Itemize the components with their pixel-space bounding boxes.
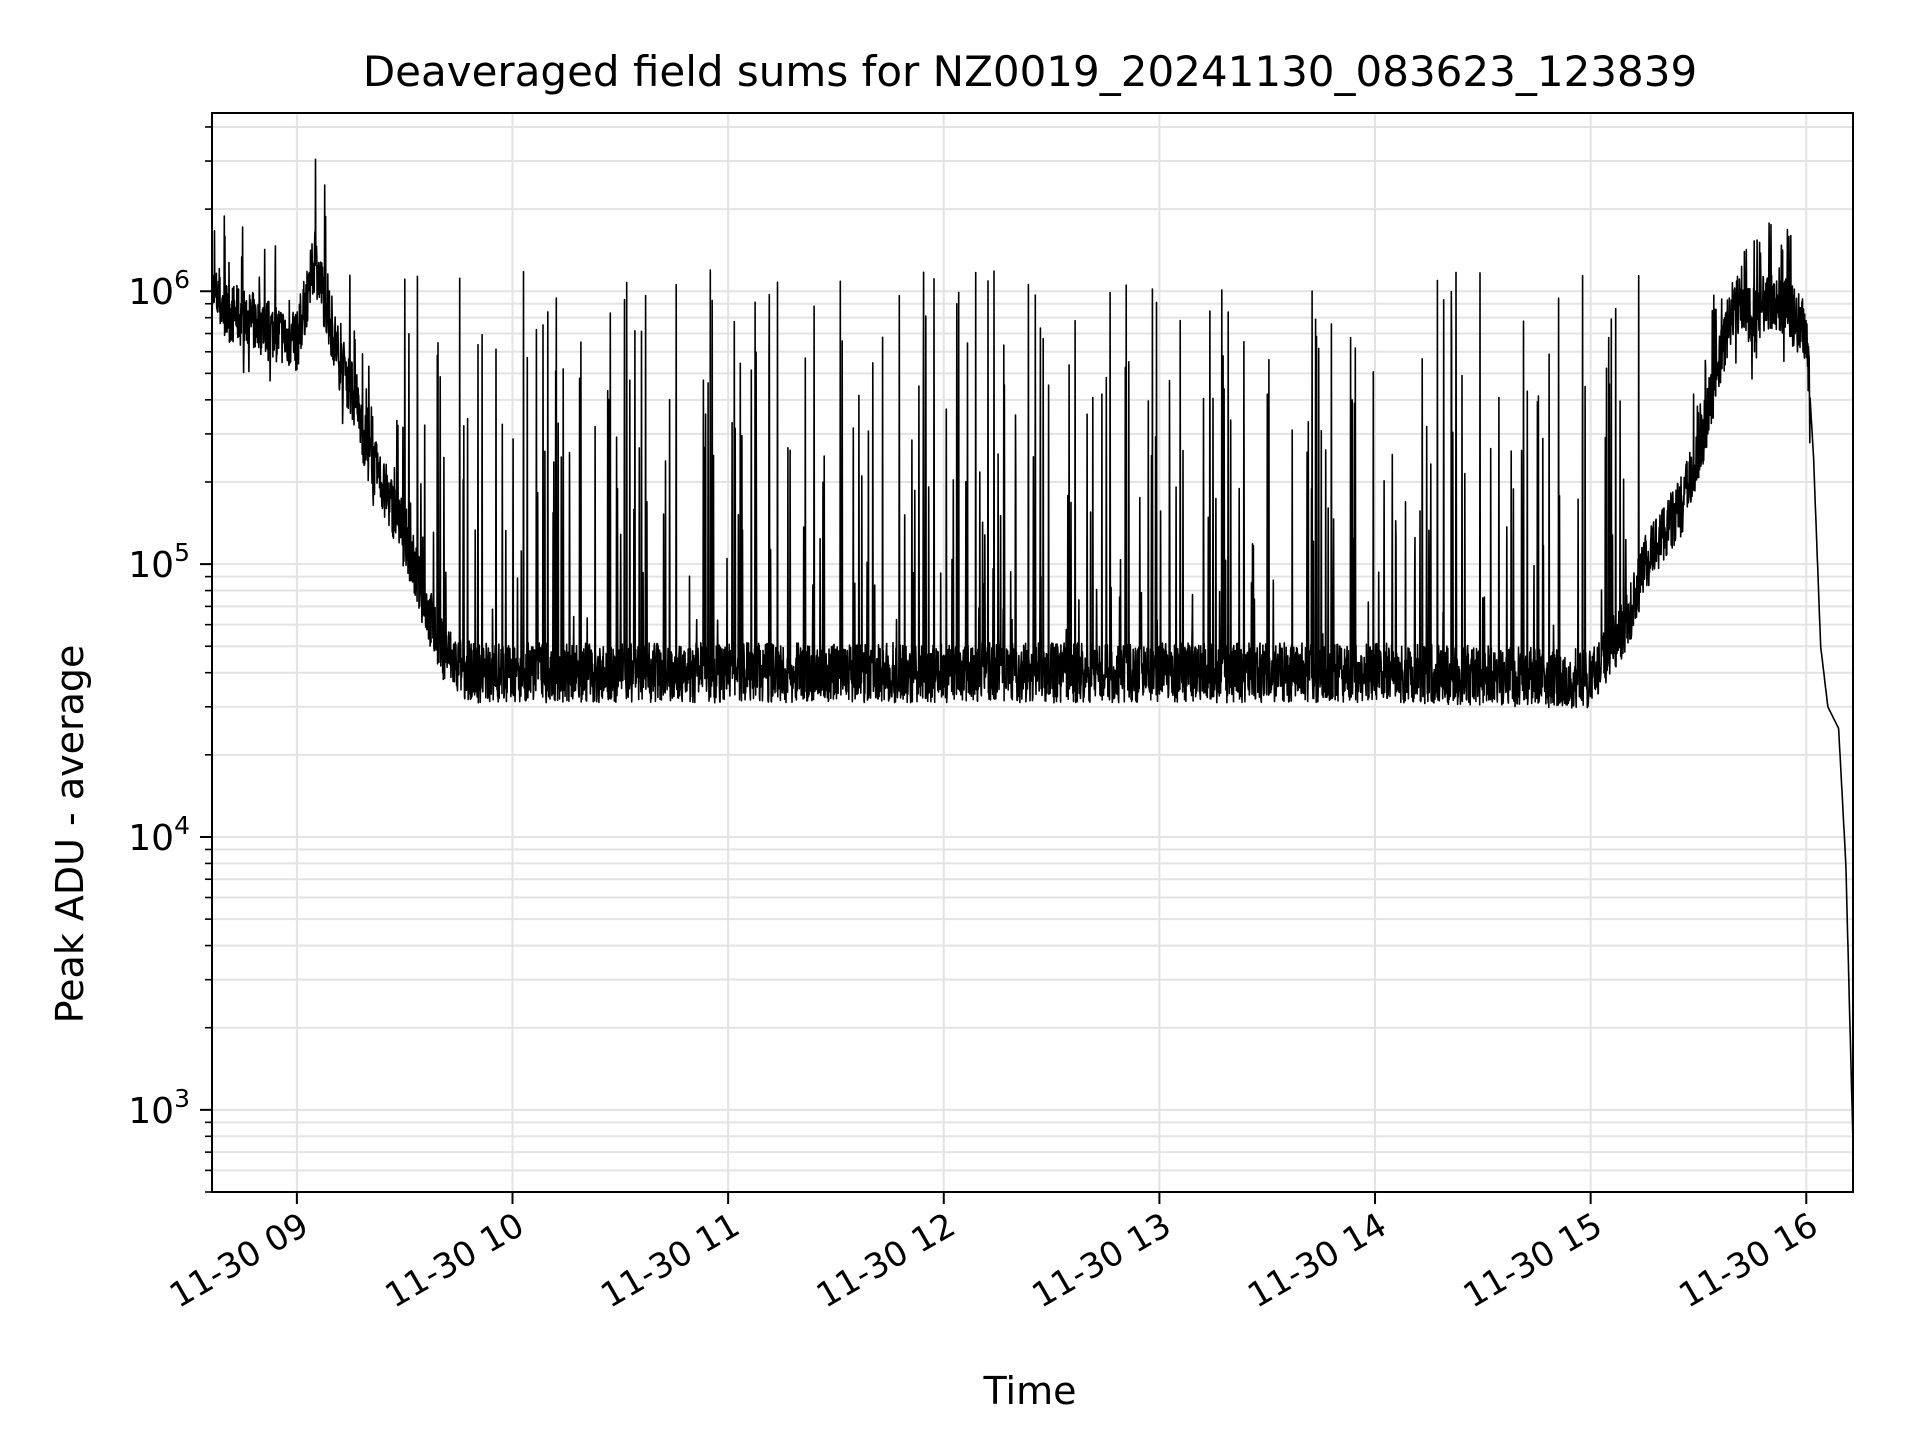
x-tick-label: 11-30 11 bbox=[594, 1205, 746, 1316]
x-tick-label: 11-30 15 bbox=[1457, 1205, 1609, 1316]
x-tick-label: 11-30 10 bbox=[379, 1205, 531, 1316]
x-tick-label: 11-30 09 bbox=[163, 1205, 315, 1316]
x-tick-label: 11-30 16 bbox=[1672, 1205, 1824, 1316]
y-tick-exponent: 6 bbox=[174, 265, 190, 294]
x-tick-label: 11-30 12 bbox=[810, 1205, 962, 1316]
y-tick-exponent: 3 bbox=[174, 1084, 190, 1113]
axes-frame bbox=[211, 112, 1854, 1193]
x-tick-label: 11-30 14 bbox=[1241, 1205, 1393, 1316]
x-axis-label: Time bbox=[983, 1369, 1077, 1413]
y-tick-label: 106 bbox=[128, 265, 190, 313]
y-tick-label: 105 bbox=[128, 538, 190, 586]
y-tick-exponent: 4 bbox=[174, 811, 190, 840]
x-tick-label: 11-30 13 bbox=[1025, 1205, 1177, 1316]
y-tick-base: 10 bbox=[128, 272, 174, 313]
y-tick-exponent: 5 bbox=[174, 538, 190, 567]
y-tick-label: 103 bbox=[128, 1084, 190, 1132]
series-line bbox=[211, 158, 1854, 1144]
y-tick-base: 10 bbox=[128, 545, 174, 586]
chart-title: Deaveraged field sums for NZ0019_2024113… bbox=[362, 47, 1698, 96]
y-tick-base: 10 bbox=[128, 818, 174, 859]
y-tick-label: 104 bbox=[128, 811, 190, 859]
y-tick-base: 10 bbox=[128, 1091, 174, 1132]
